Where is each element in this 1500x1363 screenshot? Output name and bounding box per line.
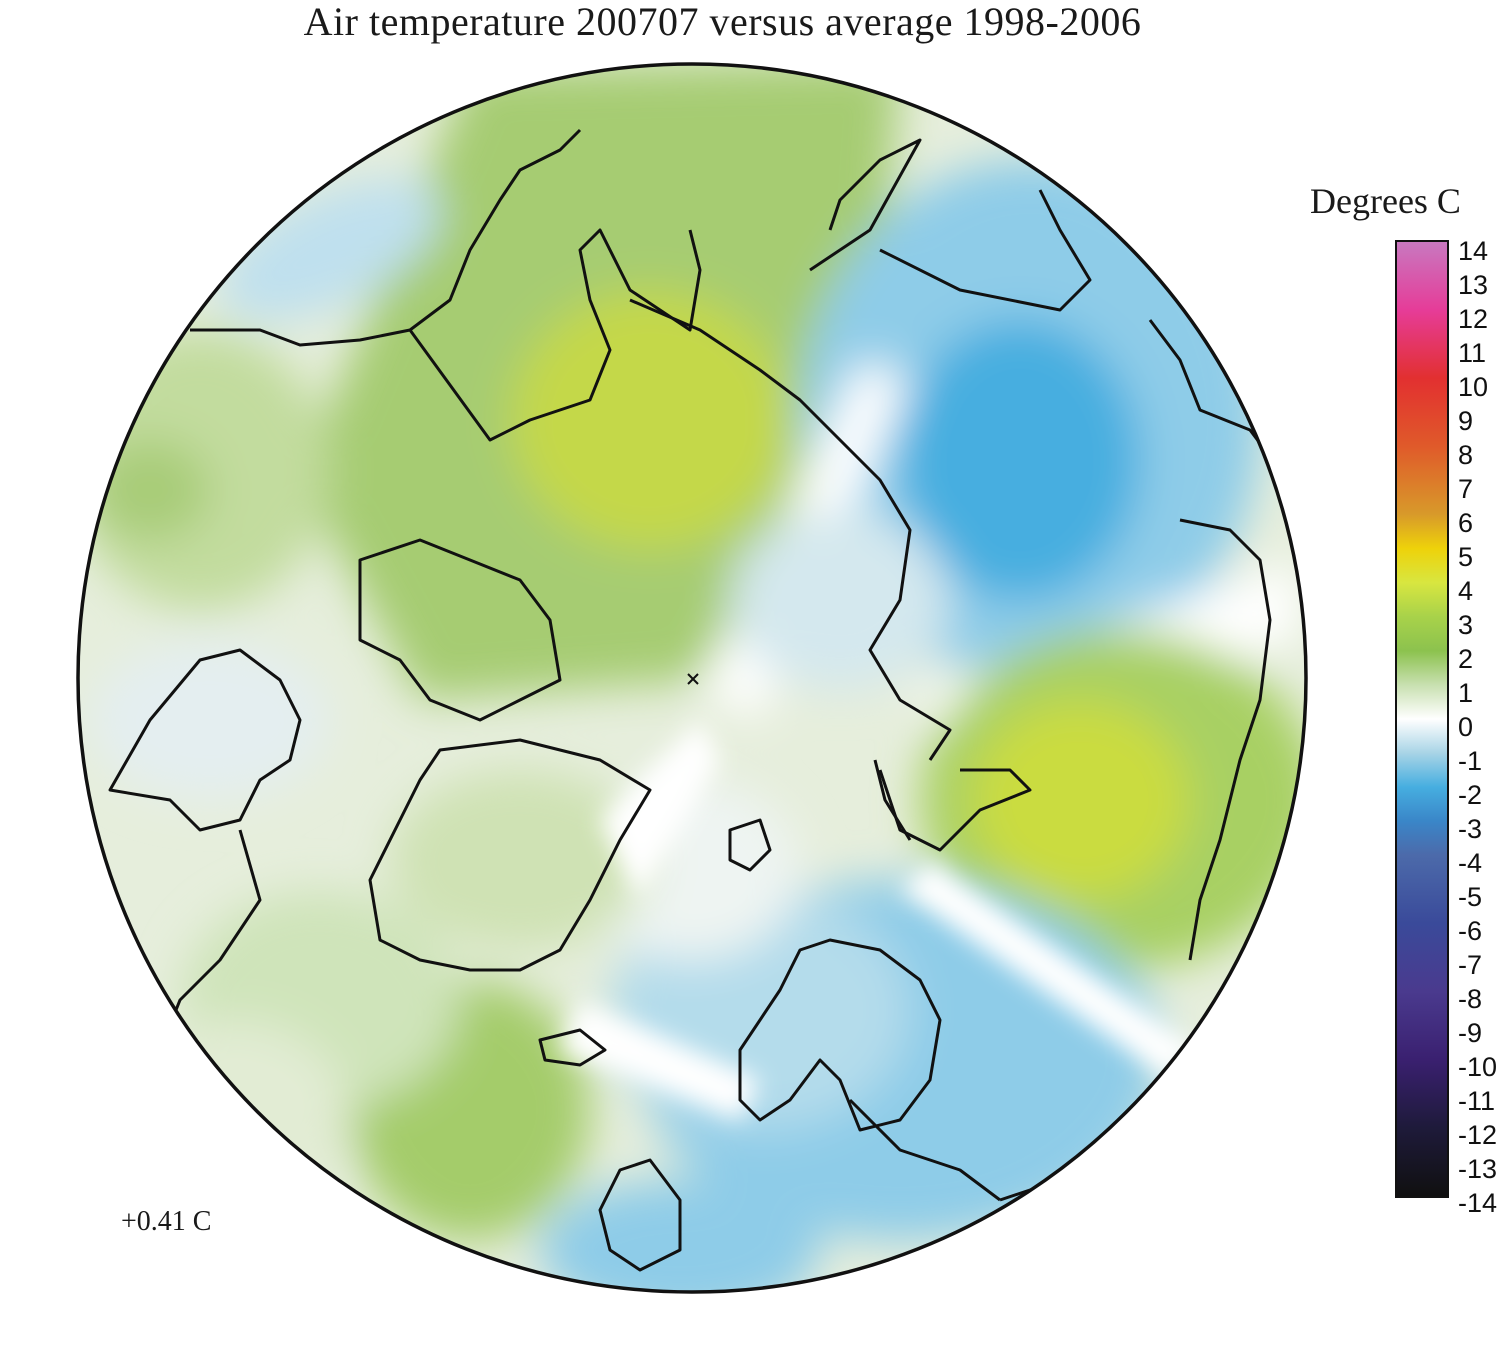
legend-tick-label: 9 [1458,406,1474,436]
legend-tick-label: -11 [1458,1086,1496,1116]
coastline-yukon [408,228,702,442]
map-boundary [76,62,1308,1294]
coastline-okhotsk [879,189,1092,312]
legend-tick-label: -12 [1458,1120,1498,1150]
legend-tick-label: -7 [1458,950,1483,980]
legend-tick-label: -10 [1458,1052,1498,1082]
legend-tick-label: -1 [1458,746,1483,776]
legend-tick-label: 6 [1458,508,1474,538]
legend-tick-label: -2 [1458,780,1483,810]
mean-anomaly-label: +0.41 C [121,1206,212,1237]
coastline-hudson-bay [108,648,302,832]
legend-tick-label: 13 [1458,270,1489,300]
coastline-kamchatka [809,138,922,272]
coastline-iceland [538,1028,607,1067]
legend-tick-label: -4 [1458,848,1483,878]
legend-color-bar [1395,240,1449,1198]
legend-tick-label: 10 [1458,372,1489,402]
coastline-alaska [190,128,582,347]
coastline-ural [878,768,1032,852]
legend-tick-label: -6 [1458,916,1483,946]
coastline-greenland [368,738,652,972]
legend-title: Degrees C [1310,181,1461,221]
legend-tick-label: -14 [1458,1188,1498,1218]
coastline-central-asia [1179,518,1272,961]
temperature-field [78,64,1306,1292]
coastline-novaya-zemlya [873,759,912,841]
legend-tick-label: -13 [1458,1154,1498,1184]
legend-tick-label: -9 [1458,1018,1483,1048]
legend-tick-label: 3 [1458,610,1474,640]
legend-tick-label: -3 [1458,814,1483,844]
legend-tick-label: -8 [1458,984,1483,1014]
coastline-canada-arctic [358,538,562,722]
coastline-baltic [848,1098,1001,1202]
legend-tick-label: 0 [1458,712,1474,742]
legend-tick-label: 1 [1458,678,1474,708]
map-title: Air temperature 200707 versus average 19… [303,0,1142,44]
legend-tick-label: 5 [1458,542,1474,572]
anomaly-peak-north [510,290,790,550]
legend-tick-label: 14 [1458,236,1489,266]
coastline-scandinavia [738,938,942,1132]
coastline-svalbard [728,818,772,872]
legend-tick-label: 12 [1458,304,1489,334]
coastline-siberia-east [629,298,952,761]
coastline-british-isles [598,1158,682,1272]
legend-tick-label: 7 [1458,474,1474,504]
legend-tick-label: 4 [1458,576,1474,606]
legend-tick-label: 11 [1458,338,1487,368]
legend-tick-label: -5 [1458,882,1483,912]
legend-tick-label: 8 [1458,440,1474,470]
legend-tick-label: 2 [1458,644,1474,674]
north-pole-cross-icon [687,673,699,685]
